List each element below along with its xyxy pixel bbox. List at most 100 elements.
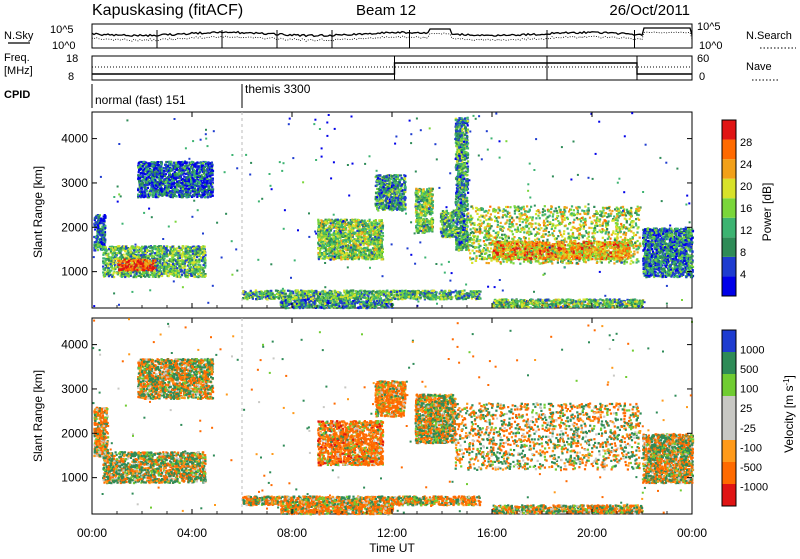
data-cell xyxy=(380,305,382,307)
data-cell xyxy=(174,167,176,169)
data-cell xyxy=(360,232,362,234)
data-cell xyxy=(175,252,177,254)
data-cell xyxy=(178,169,180,171)
data-cell xyxy=(203,167,205,169)
data-cell xyxy=(152,276,154,278)
data-cell xyxy=(308,301,310,303)
data-cell xyxy=(101,222,103,224)
data-cell xyxy=(350,246,352,248)
data-cell xyxy=(197,270,199,272)
data-cell xyxy=(142,252,144,254)
data-cell xyxy=(332,224,334,226)
data-cell xyxy=(191,250,193,252)
data-cell xyxy=(287,300,289,302)
data-cell xyxy=(160,179,162,181)
data-cell xyxy=(196,196,198,198)
data-cell xyxy=(370,227,372,229)
data-cell xyxy=(110,269,112,271)
data-cell xyxy=(303,304,305,306)
data-cell xyxy=(98,216,100,218)
data-cell xyxy=(346,305,348,307)
data-cell xyxy=(115,266,117,268)
data-cell xyxy=(158,275,160,277)
data-cell xyxy=(156,183,158,185)
power-cells xyxy=(93,112,694,309)
data-cell xyxy=(159,260,161,262)
data-cell xyxy=(360,307,362,309)
data-cell xyxy=(285,299,287,301)
data-cell xyxy=(204,264,206,266)
data-cell xyxy=(185,165,187,167)
data-cell xyxy=(176,269,178,271)
data-cell xyxy=(204,257,206,259)
freq-traces xyxy=(92,56,692,80)
data-cell xyxy=(95,241,97,243)
data-cell xyxy=(152,196,154,198)
data-cell xyxy=(172,261,174,263)
data-cell xyxy=(211,165,213,167)
data-cell xyxy=(96,233,98,235)
data-cell xyxy=(186,182,188,184)
data-cell xyxy=(193,257,195,259)
freq-label-line2: [MHz] xyxy=(4,65,33,77)
data-cell xyxy=(137,260,139,262)
data-cell xyxy=(169,273,171,275)
data-cell xyxy=(187,276,189,278)
data-cell xyxy=(94,224,96,226)
data-cell xyxy=(145,252,147,254)
data-cell xyxy=(207,196,209,198)
data-cell xyxy=(121,254,123,256)
data-cell xyxy=(208,186,210,188)
data-cell xyxy=(334,306,336,308)
data-cell xyxy=(193,174,195,176)
data-cell xyxy=(154,272,156,274)
data-cell xyxy=(356,230,358,232)
data-cell xyxy=(130,272,132,274)
data-cell xyxy=(144,256,146,258)
data-cell xyxy=(138,268,140,270)
data-cell xyxy=(206,176,208,178)
data-cell xyxy=(211,186,213,188)
data-cell xyxy=(99,244,101,246)
data-cell xyxy=(161,167,163,169)
data-cell xyxy=(182,178,184,180)
data-cell xyxy=(165,272,167,274)
data-cell xyxy=(212,195,214,197)
data-cell xyxy=(208,188,210,190)
data-cell xyxy=(198,261,200,263)
data-cell xyxy=(313,301,315,303)
data-cell xyxy=(137,254,139,256)
cpid-program-label: normal (fast) 151 xyxy=(95,93,186,107)
data-cell xyxy=(147,255,149,257)
data-cell xyxy=(162,247,164,249)
data-cell xyxy=(188,186,190,188)
data-cell xyxy=(170,259,172,261)
data-cell xyxy=(131,260,133,262)
data-cell xyxy=(152,265,154,267)
data-cell xyxy=(201,269,203,271)
data-cell xyxy=(141,172,143,174)
data-cell xyxy=(142,165,144,167)
data-cell xyxy=(207,170,209,172)
data-cell xyxy=(201,174,203,176)
data-cell xyxy=(97,226,99,228)
data-cell xyxy=(131,268,133,270)
data-cell xyxy=(169,181,171,183)
data-cell xyxy=(199,189,201,191)
data-cell xyxy=(187,246,189,248)
data-cell xyxy=(139,272,141,274)
data-cell xyxy=(95,247,97,249)
data-cell xyxy=(198,191,200,193)
data-cell xyxy=(103,262,105,264)
data-cell xyxy=(194,186,196,188)
data-cell xyxy=(173,194,175,196)
data-cell xyxy=(124,276,126,278)
data-cell xyxy=(112,249,114,251)
data-cell xyxy=(363,244,365,246)
data-cell xyxy=(104,217,106,219)
data-cell xyxy=(110,260,112,262)
data-cell xyxy=(132,247,134,249)
data-cell xyxy=(185,251,187,253)
